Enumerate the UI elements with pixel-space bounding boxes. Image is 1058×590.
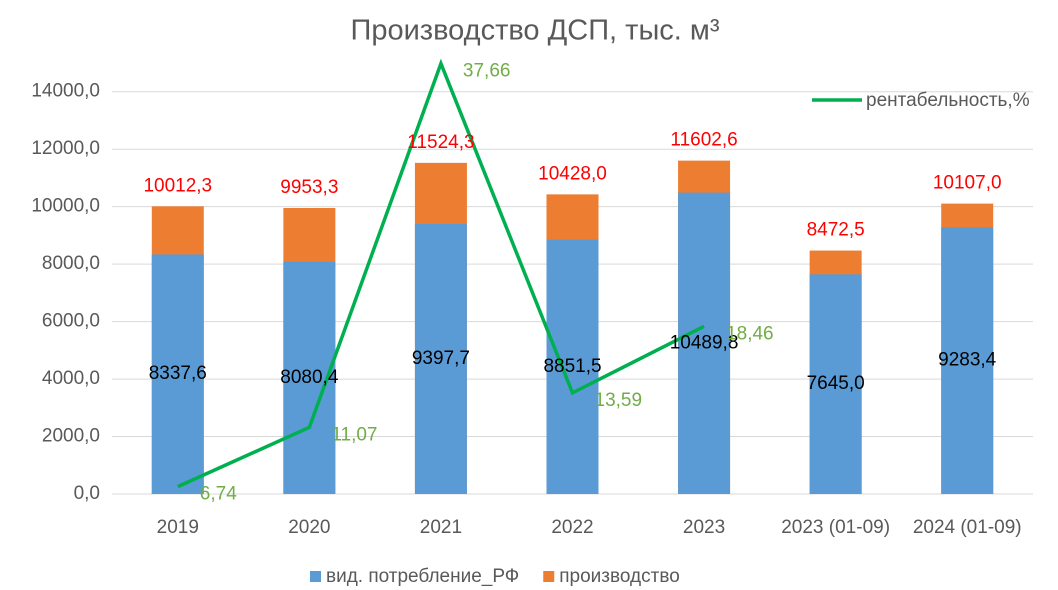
data-label: 37,66 [463,61,511,82]
x-tick-label: 2022 [551,517,593,538]
data-label: 8337,6 [149,363,207,384]
legend-label: производство [559,566,680,587]
data-label: 18,46 [726,323,774,344]
y-tick-label: 8000,0 [42,253,100,274]
legend-swatch [310,571,321,582]
line [177,58,705,489]
data-label: 10012,3 [143,175,212,196]
data-label: 9953,3 [280,177,338,198]
data-label: 6,74 [200,484,237,505]
data-label: 9397,7 [412,348,470,369]
y-tick-label: 12000,0 [31,138,100,159]
x-tick-label: 2023 (01-09) [781,517,890,538]
bar [414,223,467,494]
data-label: 10428,0 [538,163,607,184]
data-label: 8851,5 [543,356,601,377]
x-tick-label: 2020 [288,517,330,538]
x-tick-label: 2019 [157,517,199,538]
data-label: 8472,5 [807,220,865,241]
data-label: 7645,0 [807,373,865,394]
x-tick-label: 2021 [420,517,462,538]
y-tick-label: 6000,0 [42,311,100,332]
y-tick-label: 14000,0 [31,81,100,102]
data-label: 10489,8 [670,332,739,353]
bar [941,227,994,495]
data-label: 11,07 [331,424,377,445]
data-label: 9283,4 [938,350,997,371]
x-tick-label: 2024 (01-09) [913,517,1022,538]
x-tick-label: 2023 [683,517,725,538]
bar [678,192,731,494]
data-label: 13,59 [595,390,643,411]
legend-swatch [543,571,555,582]
chart-title: Производство ДСП, тыс. м³ [350,15,719,47]
bar [151,254,204,494]
data-label: 8080,4 [280,367,339,388]
data-label: 11602,6 [670,130,737,151]
y-tick-label: 0,0 [74,483,100,504]
data-label: 10107,0 [933,173,1002,194]
y-tick-label: 10000,0 [31,196,100,217]
legend-label: вид. потребление_РФ [326,566,519,587]
data-label: 11524,3 [407,132,474,153]
legend-label: рентабельность,% [866,90,1030,111]
y-tick-label: 4000,0 [42,368,100,389]
bar [546,239,599,494]
bar [809,274,862,494]
y-tick-label: 2000,0 [42,426,100,447]
